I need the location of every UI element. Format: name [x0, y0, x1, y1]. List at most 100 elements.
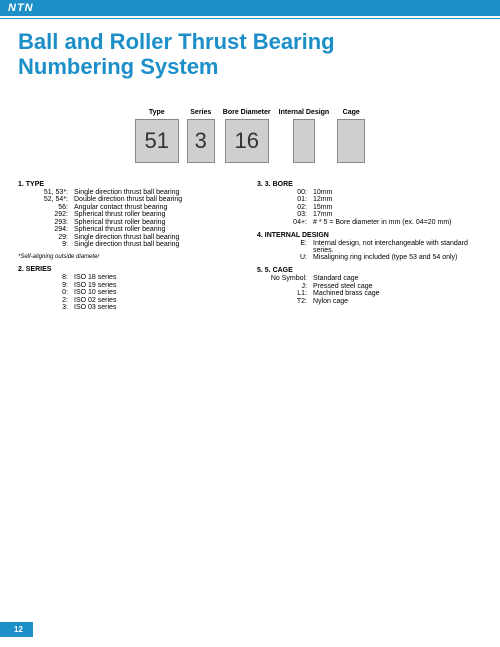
- kv-value: Double direction thrust ball bearing: [74, 196, 243, 203]
- box-label: Internal Design: [279, 100, 330, 116]
- box-col: Bore Diameter 16: [223, 100, 271, 163]
- box-col: Series 3: [187, 100, 215, 163]
- kv-key: E:: [265, 240, 307, 254]
- box-col: Cage: [337, 100, 365, 163]
- kv-value: Internal design, not interchangeable wit…: [313, 240, 482, 254]
- kv-row: J:Pressed steel cage: [265, 283, 482, 290]
- kv-key: 0:: [26, 289, 68, 296]
- kv-row: 292: Spherical thrust roller bearing: [26, 211, 243, 218]
- kv-row: 01: 12mm: [265, 196, 482, 203]
- kv-key: 8:: [26, 274, 68, 281]
- kv-key: 9:: [26, 241, 68, 248]
- box-label: Series: [190, 100, 211, 116]
- kv-value: Spherical thrust roller bearing: [74, 211, 243, 218]
- page-number: 12: [0, 622, 33, 637]
- box-label: Type: [149, 100, 165, 116]
- kv-key: U:: [265, 254, 307, 261]
- kv-value: ISO 02 series: [74, 297, 243, 304]
- kv-value: Spherical thrust roller bearing: [74, 219, 243, 226]
- box-col: Type 51: [135, 100, 179, 163]
- kv-key: 03:: [265, 211, 307, 218]
- right-column: 3. 3. BORE 00:10mm01:12mm02:15mm03:17mm0…: [257, 181, 482, 312]
- kv-value: 10mm: [313, 189, 482, 196]
- kv-key: 04+:: [265, 219, 307, 226]
- kv-row: 8: ISO 18 series: [26, 274, 243, 281]
- kv-row: 03: 17mm: [265, 211, 482, 218]
- kv-key: J:: [265, 283, 307, 290]
- kv-value: ISO 19 series: [74, 282, 243, 289]
- number-box: 3: [187, 119, 215, 163]
- kv-row: 00: 10mm: [265, 189, 482, 196]
- sec5-list: No Symbol: Standard cageJ:Pressed steel c…: [265, 275, 482, 305]
- footnote: *Self-aligning outside diameter: [18, 254, 243, 260]
- sec4-list: E: Internal design, not interchangeable w…: [265, 240, 482, 262]
- sec4-head: 4. INTERNAL DESIGN: [257, 232, 482, 239]
- title-line-2: Numbering System: [18, 54, 219, 79]
- box-label: Bore Diameter: [223, 100, 271, 116]
- kv-key: 293:: [26, 219, 68, 226]
- kv-key: T2:: [265, 298, 307, 305]
- kv-value: 12mm: [313, 196, 482, 203]
- kv-value: ISO 03 series: [74, 304, 243, 311]
- kv-row: 04+: # * 5 = Bore diameter in mm (ex. 04=…: [265, 219, 482, 226]
- brand-text: NTN: [8, 2, 34, 14]
- kv-key: 52, 54*:: [26, 196, 68, 203]
- box-label: Cage: [343, 100, 360, 116]
- sec3-head: 3. 3. BORE: [257, 181, 482, 188]
- left-column: 1. TYPE 51, 53*:Single direction thrust …: [18, 181, 243, 312]
- kv-row: T2: Nylon cage: [265, 298, 482, 305]
- kv-row: 51, 53*: Single direction thrust ball bea…: [26, 189, 243, 196]
- kv-key: 02:: [265, 204, 307, 211]
- box-col: Internal Design: [279, 100, 330, 163]
- kv-row: No Symbol: Standard cage: [265, 275, 482, 282]
- kv-value: Misaligning ring included (type 53 and 5…: [313, 254, 482, 261]
- kv-value: ISO 18 series: [74, 274, 243, 281]
- page-title: Ball and Roller Thrust Bearing Numbering…: [0, 23, 500, 90]
- kv-value: # * 5 = Bore diameter in mm (ex. 04=20 m…: [313, 219, 482, 226]
- kv-key: 3:: [26, 304, 68, 311]
- kv-key: L1:: [265, 290, 307, 297]
- kv-value: Angular contact thrust bearing: [74, 204, 243, 211]
- number-box: [293, 119, 315, 163]
- kv-value: 17mm: [313, 211, 482, 218]
- kv-value: Nylon cage: [313, 298, 482, 305]
- kv-value: ISO 10 series: [74, 289, 243, 296]
- kv-key: No Symbol:: [265, 275, 307, 282]
- kv-row: 3: ISO 03 series: [26, 304, 243, 311]
- kv-value: Single direction thrust ball bearing: [74, 241, 243, 248]
- kv-value: Standard cage: [313, 275, 482, 282]
- kv-value: 15mm: [313, 204, 482, 211]
- kv-row: 9: ISO 19 series: [26, 282, 243, 289]
- kv-key: 294:: [26, 226, 68, 233]
- kv-key: 00:: [265, 189, 307, 196]
- kv-row: 02: 15mm: [265, 204, 482, 211]
- number-box: [337, 119, 365, 163]
- sec2-list: 8: ISO 18 series 9: ISO 19 series 0: ISO 10 s…: [26, 274, 243, 311]
- kv-key: 9:: [26, 282, 68, 289]
- sec3-list: 00: 10mm 01: 12mm 02: 15mm 03: 17mm 04+: # * 5 = …: [265, 189, 482, 226]
- kv-key: 56:: [26, 204, 68, 211]
- kv-row: L1: Machined brass cage: [265, 290, 482, 297]
- title-line-1: Ball and Roller Thrust Bearing: [18, 29, 335, 54]
- kv-row: U: Misaligning ring included (type 53 and…: [265, 254, 482, 261]
- kv-key: 01:: [265, 196, 307, 203]
- kv-row: 293: Spherical thrust roller bearing: [26, 219, 243, 226]
- brand-bar: NTN: [0, 0, 500, 16]
- sec2-head: 2. SERIES: [18, 266, 243, 273]
- kv-row: 0: ISO 10 series: [26, 289, 243, 296]
- kv-row: E: Internal design, not interchangeable w…: [265, 240, 482, 254]
- kv-row: 2: ISO 02 series: [26, 297, 243, 304]
- kv-value: Machined brass cage: [313, 290, 482, 297]
- sec1-list: 51, 53*: Single direction thrust ball bea…: [26, 189, 243, 249]
- kv-row: 294:Spherical thrust roller bearing: [26, 226, 243, 233]
- kv-key: 51, 53*:: [26, 189, 68, 196]
- kv-value: Single direction thrust ball bearing: [74, 234, 243, 241]
- number-box: 16: [225, 119, 269, 163]
- number-box: 51: [135, 119, 179, 163]
- rule-top: [0, 18, 500, 19]
- sec5-head: 5. 5. CAGE: [257, 267, 482, 274]
- kv-key: 292:: [26, 211, 68, 218]
- kv-key: 2:: [26, 297, 68, 304]
- content-columns: 1. TYPE 51, 53*:Single direction thrust …: [0, 181, 500, 312]
- kv-value: Single direction thrust ball bearing: [74, 189, 243, 196]
